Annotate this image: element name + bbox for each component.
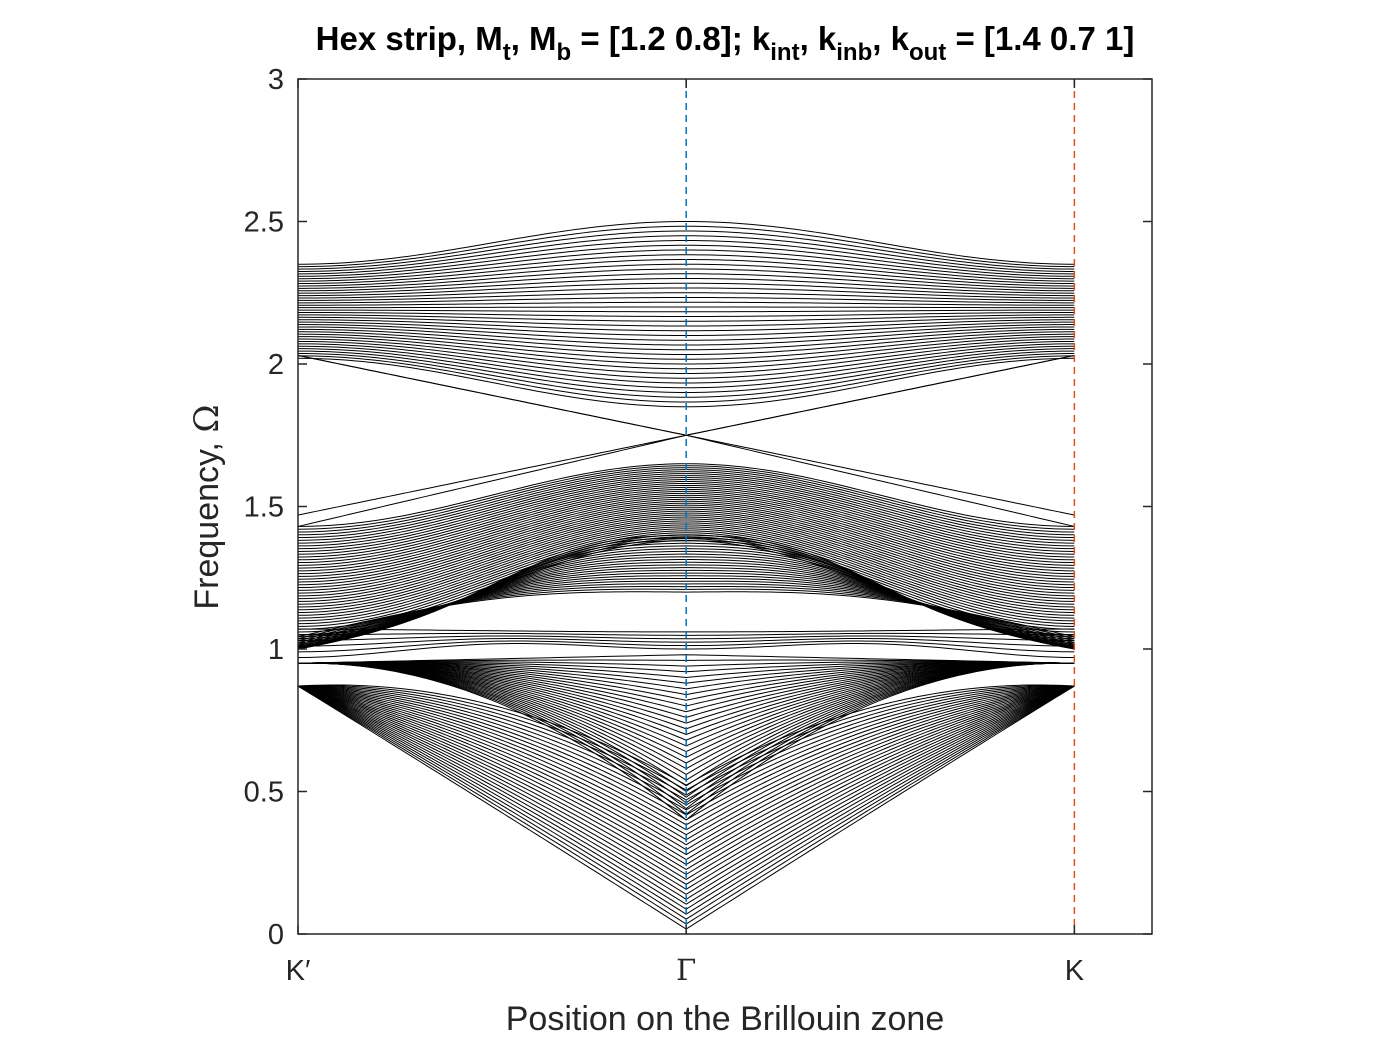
x-axis-ticks: K′ Γ K — [286, 79, 1085, 987]
y-tick-label: 2 — [268, 349, 284, 381]
upper-band-curve — [297, 244, 1075, 277]
acoustic-branch — [297, 685, 1075, 821]
acoustic-branch — [297, 661, 1075, 667]
middle-band-curve — [297, 522, 1075, 611]
upper-band-curve — [298, 319, 1075, 332]
acoustic-branch — [297, 662, 1075, 713]
title-part: = [1.2 0.8]; k — [571, 20, 771, 57]
acoustic-branch — [297, 662, 1075, 690]
title-part: , M — [511, 20, 557, 57]
middle-band-curve — [297, 494, 1075, 572]
upper-band-curve — [297, 348, 1075, 389]
crossing-mode — [297, 354, 1075, 516]
acoustic-branch — [297, 685, 1075, 905]
acoustic-branch — [297, 685, 1075, 895]
middle-band-curve — [297, 482, 1075, 555]
acoustic-branch — [297, 662, 1075, 798]
middle-band-curve — [297, 530, 1075, 622]
acoustic-branch — [297, 662, 1075, 775]
upper-band-curve — [297, 301, 1075, 306]
y-tick-label: 2.5 — [244, 207, 284, 239]
upper-band-curve — [298, 292, 1075, 301]
acoustic-branch — [297, 662, 1075, 724]
y-tick-label: 1 — [268, 634, 284, 666]
y-tick-label: 0.5 — [244, 777, 284, 809]
acoustic-branch — [297, 662, 1075, 810]
upper-band-curve — [297, 355, 1075, 403]
title-part: = [1.4 0.7 1] — [946, 20, 1134, 57]
acoustic-branch — [297, 685, 1075, 846]
chart-title: Hex strip, Mt, Mb = [1.2 0.8]; kint, kin… — [316, 20, 1135, 66]
title-part: int — [770, 39, 799, 66]
acoustic-branch — [297, 685, 1075, 796]
acoustic-branch — [297, 684, 1075, 786]
acoustic-branch — [297, 685, 1075, 856]
title-part: t — [503, 39, 511, 66]
y-tick-label: 3 — [268, 64, 284, 96]
acoustic-branch — [297, 685, 1075, 836]
acoustic-branch — [297, 662, 1075, 701]
acoustic-branch — [297, 685, 1075, 871]
middle-band-curve — [297, 506, 1075, 589]
middle-band-curve — [297, 496, 1075, 575]
middle-band-curve — [297, 484, 1075, 558]
acoustic-branch — [297, 685, 1075, 811]
upper-band-curve — [297, 254, 1075, 282]
y-axis-ticks: 0 0.5 1 1.5 2 2.5 3 — [244, 64, 1152, 951]
acoustic-branch — [297, 662, 1075, 787]
upper-band-curve — [297, 220, 1075, 265]
y-axis-label-text: Frequency, — [188, 433, 226, 610]
title-part: b — [557, 39, 572, 66]
upper-band-curve — [298, 311, 1075, 317]
acoustic-branch — [297, 685, 1075, 915]
middle-band-curve — [297, 508, 1075, 591]
x-axis-label: Position on the Brillouin zone — [506, 1000, 945, 1038]
upper-band-curve — [297, 268, 1075, 289]
title-part: , k — [872, 20, 909, 57]
middle-band-curve — [297, 532, 1075, 625]
x-tick-label: Γ — [676, 953, 696, 987]
y-axis-label-symbol: Ω — [187, 404, 227, 432]
middle-band-curve — [297, 518, 1075, 605]
middle-band-curve — [297, 520, 1075, 608]
title-part: inb — [836, 39, 872, 66]
middle-band-curve — [297, 473, 1075, 541]
x-tick-label: K′ — [286, 955, 311, 987]
acoustic-branch — [297, 661, 1075, 679]
high-symmetry-lines — [685, 79, 1076, 934]
upper-band-curve — [297, 230, 1075, 270]
title-part: , k — [800, 20, 837, 57]
upper-band-curve — [297, 331, 1075, 356]
middle-band-curve — [297, 471, 1075, 539]
title-part: Hex strip, M — [316, 20, 503, 57]
title-part: out — [909, 39, 946, 66]
acoustic-branch — [297, 685, 1075, 880]
upper-band-curve — [297, 343, 1075, 379]
upper-band-curve — [297, 336, 1075, 365]
y-tick-label: 0 — [268, 919, 284, 951]
upper-band-curve — [297, 277, 1075, 294]
y-axis-label: Frequency, Ω — [187, 404, 227, 609]
x-tick-label: K — [1065, 955, 1085, 987]
acoustic-branch — [297, 662, 1075, 736]
y-tick-label: 1.5 — [244, 492, 284, 524]
edge-band-curve — [297, 635, 1075, 641]
upper-band-curve — [297, 324, 1075, 341]
plot-area — [298, 79, 1152, 934]
edge-band-curve — [297, 637, 1075, 647]
acoustic-branch — [297, 654, 1075, 664]
